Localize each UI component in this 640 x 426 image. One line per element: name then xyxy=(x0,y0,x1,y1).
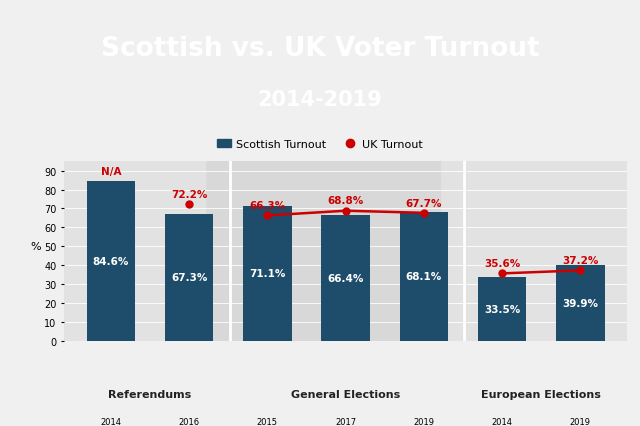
Text: N/A: N/A xyxy=(100,166,121,176)
Text: 68.8%: 68.8% xyxy=(328,196,364,206)
Bar xyxy=(86,181,135,341)
FancyBboxPatch shape xyxy=(47,161,253,341)
Text: General Elections: General Elections xyxy=(291,389,400,399)
Bar xyxy=(165,214,213,341)
Text: 71.1%: 71.1% xyxy=(249,269,285,279)
Text: 33.5%: 33.5% xyxy=(484,304,520,314)
Text: Referendums: Referendums xyxy=(108,389,191,399)
Bar xyxy=(478,278,526,341)
Text: 72.2%: 72.2% xyxy=(171,190,207,199)
Text: 66.4%: 66.4% xyxy=(328,273,364,283)
Text: 84.6%: 84.6% xyxy=(93,256,129,266)
Text: 66.3%: 66.3% xyxy=(249,201,285,211)
Text: 67.3%: 67.3% xyxy=(171,273,207,282)
Text: 67.7%: 67.7% xyxy=(406,198,442,208)
FancyBboxPatch shape xyxy=(206,161,488,341)
Y-axis label: %: % xyxy=(30,242,41,251)
Text: 37.2%: 37.2% xyxy=(562,256,598,265)
Text: 68.1%: 68.1% xyxy=(406,272,442,282)
Bar xyxy=(556,266,605,341)
Bar xyxy=(399,213,448,341)
FancyBboxPatch shape xyxy=(441,161,640,341)
Text: 2014-2019: 2014-2019 xyxy=(258,90,382,109)
Text: Scottish vs. UK Voter Turnout: Scottish vs. UK Voter Turnout xyxy=(100,36,540,61)
Bar xyxy=(243,207,292,341)
Text: European Elections: European Elections xyxy=(481,389,601,399)
Bar xyxy=(321,216,370,341)
Legend: Scottish Turnout, UK Turnout: Scottish Turnout, UK Turnout xyxy=(213,135,427,154)
Text: 39.9%: 39.9% xyxy=(563,298,598,308)
Text: 35.6%: 35.6% xyxy=(484,259,520,268)
